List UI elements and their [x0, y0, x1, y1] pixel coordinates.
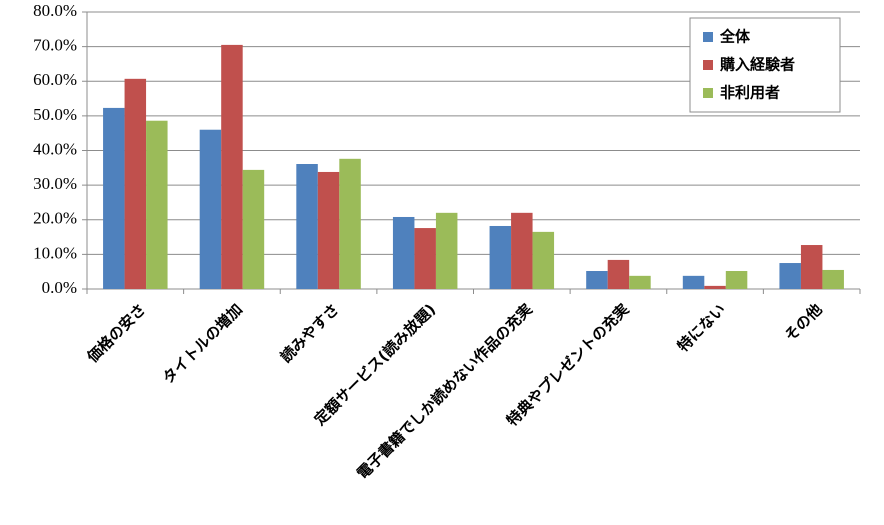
bar: [221, 44, 243, 289]
bar: [103, 107, 125, 289]
bar: [532, 231, 555, 289]
y-tick-label: 80.0%: [33, 1, 77, 20]
x-tick-label: 価格の安さ: [83, 300, 149, 366]
x-tick-label: その他: [781, 300, 826, 345]
legend-label: 非利用者: [720, 84, 780, 102]
bar: [489, 225, 512, 289]
y-tick-label: 20.0%: [33, 209, 77, 228]
x-tick-label: 特にない: [674, 300, 729, 355]
bar: [414, 228, 436, 289]
legend-label: 全体: [719, 28, 751, 46]
x-tick-label: タイトルの増加: [159, 300, 246, 387]
y-tick-label: 60.0%: [33, 70, 77, 89]
bar: [586, 270, 608, 289]
bar: [607, 259, 630, 289]
bar: [146, 120, 168, 289]
y-tick-label: 70.0%: [33, 36, 77, 55]
legend-swatch: [703, 60, 713, 70]
y-tick-label: 40.0%: [33, 139, 77, 158]
bar: [822, 269, 844, 289]
bar: [725, 270, 748, 289]
y-tick-label: 30.0%: [33, 174, 77, 193]
legend-swatch: [703, 32, 713, 42]
bar: [800, 245, 823, 289]
bar: [296, 164, 318, 289]
bar: [317, 171, 340, 289]
bar: [199, 129, 222, 289]
y-tick-label: 50.0%: [33, 105, 77, 124]
bar: [242, 169, 265, 289]
bar: [704, 285, 726, 289]
bar: [392, 216, 415, 289]
y-tick-label: 10.0%: [33, 243, 77, 262]
legend-label: 購入経験者: [719, 56, 795, 74]
bar: [435, 212, 458, 289]
x-tick-label: 読みやすさ: [277, 300, 343, 366]
bar: [779, 263, 801, 289]
y-tick-label: 0.0%: [42, 278, 77, 297]
bar: [124, 78, 147, 289]
bar: [511, 212, 533, 289]
x-tick-label: 電子書籍でしか読めない作品の充実: [353, 300, 535, 482]
bar: [682, 275, 705, 289]
bar: [339, 158, 361, 289]
bar: [629, 275, 651, 289]
legend-box: [689, 17, 841, 113]
legend-swatch: [703, 88, 713, 98]
